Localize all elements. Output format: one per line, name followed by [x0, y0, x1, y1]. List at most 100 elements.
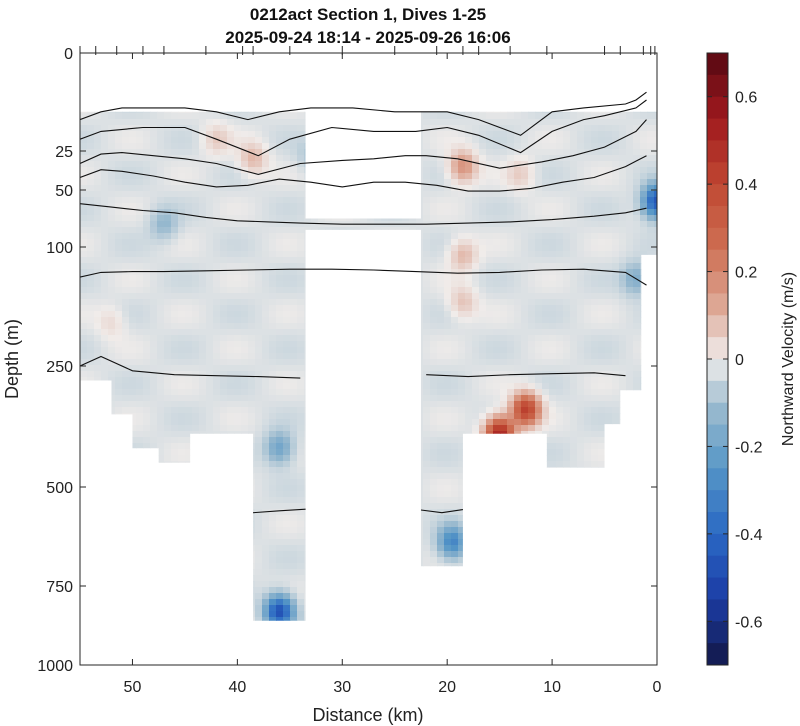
field-cell: [157, 449, 165, 456]
field-cell: [171, 245, 179, 252]
field-cell: [248, 263, 256, 270]
field-cell: [227, 155, 235, 162]
field-cell: [178, 185, 186, 192]
field-cell: [185, 251, 193, 258]
field-cell: [80, 365, 88, 372]
field-cell: [157, 275, 165, 282]
field-cell: [213, 143, 221, 150]
field-cell: [234, 371, 242, 378]
field-cell: [262, 299, 270, 306]
field-cell: [192, 113, 200, 120]
field-cell: [150, 251, 158, 258]
field-cell: [227, 389, 235, 396]
field-cell: [115, 359, 123, 366]
field-cell: [269, 197, 277, 204]
field-cell: [143, 419, 151, 426]
field-cell: [234, 395, 242, 402]
field-cell: [297, 335, 305, 342]
field-cell: [150, 197, 158, 204]
field-cell: [164, 401, 172, 408]
field-cell: [283, 413, 291, 420]
field-cell: [143, 113, 151, 120]
field-cell: [178, 341, 186, 348]
field-cell: [220, 353, 228, 360]
field-cell: [199, 335, 207, 342]
field-cell: [290, 551, 298, 558]
field-cell: [122, 209, 130, 216]
field-cell: [101, 317, 109, 324]
field-cell: [283, 491, 291, 498]
field-cell: [283, 401, 291, 408]
field-cell: [220, 257, 228, 264]
field-cell: [185, 119, 193, 126]
field-cell: [108, 395, 116, 402]
field-cell: [248, 359, 256, 366]
field-cell: [227, 287, 235, 294]
field-cell: [199, 185, 207, 192]
field-cell: [157, 257, 165, 264]
field-cell: [94, 155, 102, 162]
field-cell: [283, 395, 291, 402]
field-cell: [171, 137, 179, 144]
field-cell: [269, 569, 277, 576]
field-cell: [122, 359, 130, 366]
field-cell: [269, 389, 277, 396]
field-cell: [164, 179, 172, 186]
field-cell: [150, 119, 158, 126]
field-cell: [255, 479, 263, 486]
field-cell: [297, 605, 305, 612]
field-cell: [171, 239, 179, 246]
field-cell: [248, 299, 256, 306]
field-cell: [262, 443, 270, 450]
field-cell: [171, 425, 179, 432]
field-cell: [136, 263, 144, 270]
field-cell: [192, 425, 200, 432]
field-cell: [178, 335, 186, 342]
field-cell: [290, 449, 298, 456]
field-cell: [283, 551, 291, 558]
field-cell: [255, 173, 263, 180]
field-cell: [178, 203, 186, 210]
field-cell: [87, 299, 95, 306]
field-cell: [80, 191, 88, 198]
field-cell: [297, 305, 305, 312]
field-cell: [157, 131, 165, 138]
field-cell: [213, 167, 221, 174]
field-cell: [276, 137, 284, 144]
field-cell: [283, 209, 291, 216]
field-cell: [269, 503, 277, 510]
field-cell: [283, 323, 291, 330]
field-cell: [115, 353, 123, 360]
field-cell: [241, 221, 249, 228]
field-cell: [255, 131, 263, 138]
field-cell: [297, 203, 305, 210]
field-cell: [213, 209, 221, 216]
field-cell: [276, 515, 284, 522]
field-cell: [192, 167, 200, 174]
field-cell: [290, 575, 298, 582]
field-cell: [80, 347, 88, 354]
field-cell: [80, 239, 88, 246]
field-cell: [199, 395, 207, 402]
field-cell: [276, 449, 284, 456]
field-cell: [262, 419, 270, 426]
field-cell: [143, 137, 151, 144]
field-cell: [220, 227, 228, 234]
field-cell: [150, 299, 158, 306]
field-cell: [290, 143, 298, 150]
field-cell: [129, 377, 137, 384]
field-cell: [241, 383, 249, 390]
field-cell: [269, 617, 277, 621]
field-cell: [157, 111, 165, 114]
field-cell: [297, 587, 305, 594]
field-cell: [129, 209, 137, 216]
field-cell: [248, 111, 256, 114]
field-cell: [255, 401, 263, 408]
field-cell: [269, 437, 277, 444]
field-cell: [241, 209, 249, 216]
field-cell: [276, 293, 284, 300]
field-cell: [255, 371, 263, 378]
field-cell: [283, 233, 291, 240]
field-cell: [108, 185, 116, 192]
field-cell: [213, 407, 221, 414]
